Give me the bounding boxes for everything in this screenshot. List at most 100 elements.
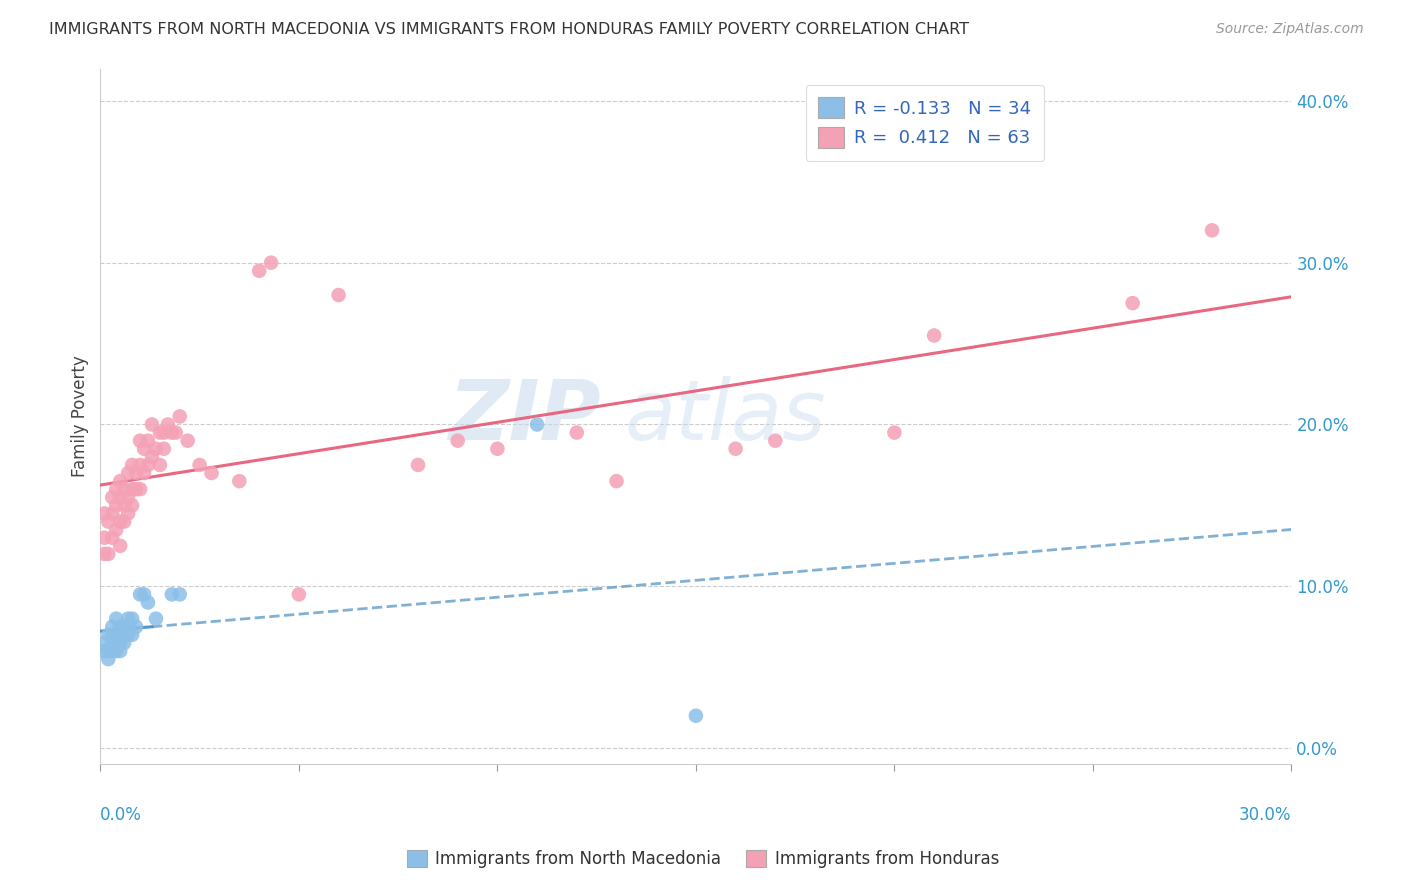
Point (93, 507, 115, 521)
Legend: R = -0.133   N = 34, R =  0.412   N = 63: R = -0.133 N = 34, R = 0.412 N = 63 (806, 85, 1045, 161)
Point (883, 425, 905, 440)
Point (188, 458, 211, 472)
Point (486, 442, 509, 456)
Point (125, 620, 148, 634)
Point (685, 708, 707, 723)
Point (136, 434, 159, 448)
Point (93, 547, 115, 561)
Point (1201, 223, 1223, 237)
Point (121, 482, 143, 496)
Text: 30.0%: 30.0% (1239, 806, 1292, 824)
Point (156, 417, 179, 432)
Point (328, 288, 350, 302)
Point (121, 458, 143, 472)
Point (129, 482, 152, 496)
Point (93, 531, 115, 545)
Point (101, 620, 124, 634)
Point (97, 644, 120, 658)
Point (149, 458, 172, 472)
Point (922, 328, 945, 343)
Point (108, 491, 131, 505)
Text: IMMIGRANTS FROM NORTH MACEDONIA VS IMMIGRANTS FROM HONDURAS FAMILY POVERTY CORRE: IMMIGRANTS FROM NORTH MACEDONIA VS IMMIG… (49, 22, 969, 37)
Point (141, 450, 163, 464)
Point (121, 612, 143, 626)
Point (247, 264, 270, 278)
Text: 0.0%: 0.0% (100, 806, 142, 824)
Point (136, 595, 159, 609)
Point (1122, 296, 1144, 310)
Point (605, 474, 627, 488)
Point (108, 620, 131, 634)
Point (108, 628, 131, 642)
Point (447, 434, 470, 448)
Point (169, 409, 191, 424)
Point (105, 482, 128, 496)
Point (724, 442, 747, 456)
Point (121, 628, 143, 642)
Point (228, 474, 250, 488)
Point (112, 628, 135, 642)
Point (132, 587, 155, 601)
Point (132, 442, 155, 456)
Point (117, 466, 139, 480)
Point (165, 425, 187, 440)
Point (129, 458, 152, 472)
Point (129, 434, 152, 448)
Point (129, 587, 152, 601)
Point (136, 458, 159, 472)
Point (101, 636, 124, 650)
Point (117, 491, 139, 505)
Point (105, 628, 128, 642)
Point (176, 434, 198, 448)
Point (288, 587, 311, 601)
Text: atlas: atlas (624, 376, 827, 457)
Point (117, 507, 139, 521)
Point (112, 482, 135, 496)
Point (105, 499, 128, 513)
Point (97, 547, 120, 561)
Point (101, 507, 124, 521)
Point (406, 458, 429, 472)
Point (97, 515, 120, 529)
Point (105, 644, 128, 658)
Point (112, 499, 135, 513)
Point (97, 652, 120, 666)
Point (108, 539, 131, 553)
Point (112, 636, 135, 650)
Point (105, 523, 128, 537)
Point (112, 515, 135, 529)
Point (101, 644, 124, 658)
Legend: Immigrants from North Macedonia, Immigrants from Honduras: Immigrants from North Macedonia, Immigra… (401, 843, 1005, 875)
Point (112, 620, 135, 634)
Point (121, 499, 143, 513)
Point (93, 636, 115, 650)
Point (108, 636, 131, 650)
Point (108, 474, 131, 488)
Point (117, 620, 139, 634)
Point (153, 442, 176, 456)
Point (153, 425, 176, 440)
Point (565, 425, 588, 440)
Point (160, 587, 183, 601)
Point (97, 628, 120, 642)
Point (169, 587, 191, 601)
Text: Source: ZipAtlas.com: Source: ZipAtlas.com (1216, 22, 1364, 37)
Point (145, 612, 167, 626)
Point (108, 644, 131, 658)
Point (105, 636, 128, 650)
Point (132, 466, 155, 480)
Text: ZIP: ZIP (449, 376, 600, 457)
Point (125, 482, 148, 496)
Point (149, 425, 172, 440)
Point (108, 515, 131, 529)
Point (125, 466, 148, 480)
Y-axis label: Family Poverty: Family Poverty (72, 356, 89, 477)
Point (101, 491, 124, 505)
Point (200, 466, 222, 480)
Point (117, 612, 139, 626)
Point (141, 417, 163, 432)
Point (101, 531, 124, 545)
Point (101, 628, 124, 642)
Point (526, 417, 548, 432)
Point (93, 644, 115, 658)
